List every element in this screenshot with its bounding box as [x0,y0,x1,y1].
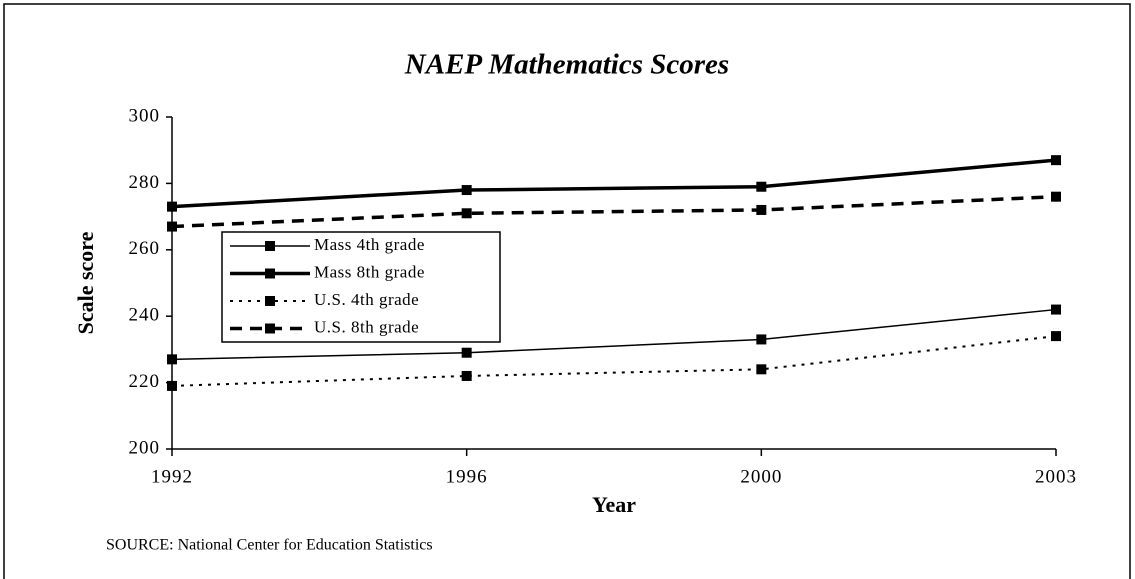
data-point [167,221,177,232]
series-line [171,194,1057,229]
data-point [756,181,767,192]
series-line [171,158,1057,209]
source-note: SOURCE: National Center for Education St… [106,537,433,554]
x-tick-label: 1992 [151,466,193,487]
legend-label: U.S. 4th grade [314,290,419,309]
data-point [167,354,177,365]
legend-label: Mass 8th grade [314,262,425,281]
chart-frame [3,3,1131,579]
data-point [461,185,472,196]
data-point [1051,191,1061,202]
data-point [167,201,177,212]
x-tick-label: 2000 [740,466,782,487]
legend-marker [265,268,275,279]
legend-label: Mass 4th grade [314,235,425,254]
chart-title: NAEP Mathematics Scores [404,49,729,81]
legend-marker [265,323,275,334]
data-point [167,380,177,391]
data-point [1051,331,1061,342]
data-point [756,364,767,375]
y-tick-label: 220 [129,371,161,392]
y-tick-label: 300 [129,105,161,126]
y-axis-label: Scale score [73,231,98,334]
y-tick-label: 200 [129,437,161,458]
y-tick-label: 280 [129,172,161,193]
data-point [756,204,767,215]
x-axis-label: Year [592,492,636,517]
series-line [171,335,1057,387]
data-point [461,208,472,219]
x-tick-label: 2003 [1035,466,1077,487]
legend-marker [265,241,275,251]
data-point [756,334,767,345]
data-point [461,347,472,358]
y-tick-label: 240 [129,305,161,326]
data-point [1051,155,1061,166]
legend-marker [265,296,275,306]
data-point [461,370,472,381]
x-tick-label: 1996 [446,466,488,487]
series-line [171,308,1057,361]
legend-label: U.S. 8th grade [314,317,419,336]
y-tick-label: 260 [129,238,161,259]
data-point [1051,304,1061,315]
